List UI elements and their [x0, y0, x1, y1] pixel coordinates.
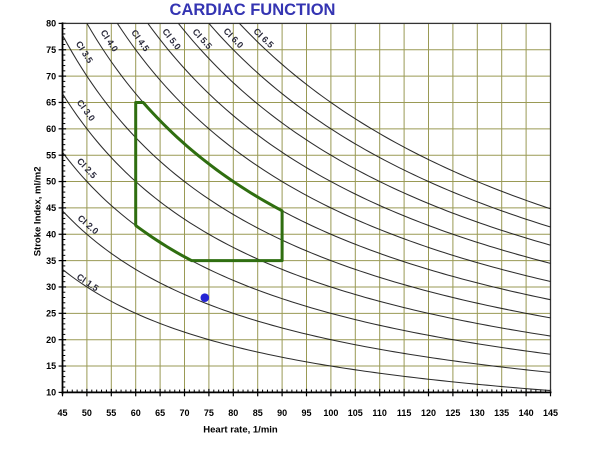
svg-text:80: 80	[46, 19, 56, 29]
svg-text:45: 45	[57, 408, 67, 418]
svg-text:90: 90	[277, 408, 287, 418]
svg-text:20: 20	[46, 335, 56, 345]
svg-text:70: 70	[179, 408, 189, 418]
svg-text:130: 130	[470, 408, 485, 418]
svg-text:75: 75	[46, 45, 56, 55]
svg-text:95: 95	[301, 408, 311, 418]
svg-text:75: 75	[204, 408, 214, 418]
svg-text:30: 30	[46, 282, 56, 292]
svg-text:55: 55	[106, 408, 116, 418]
svg-text:85: 85	[253, 408, 263, 418]
svg-text:50: 50	[46, 177, 56, 187]
svg-text:120: 120	[421, 408, 436, 418]
svg-text:70: 70	[46, 71, 56, 81]
svg-text:55: 55	[46, 150, 56, 160]
svg-text:115: 115	[397, 408, 412, 418]
svg-text:Heart rate, 1/min: Heart rate, 1/min	[203, 424, 278, 435]
svg-text:65: 65	[155, 408, 165, 418]
svg-text:145: 145	[543, 408, 558, 418]
svg-text:140: 140	[519, 408, 534, 418]
svg-text:60: 60	[131, 408, 141, 418]
svg-text:50: 50	[82, 408, 92, 418]
svg-text:60: 60	[46, 124, 56, 134]
svg-text:40: 40	[46, 229, 56, 239]
svg-text:125: 125	[445, 408, 460, 418]
svg-text:100: 100	[323, 408, 338, 418]
svg-text:80: 80	[228, 408, 238, 418]
svg-text:35: 35	[46, 256, 56, 266]
svg-text:105: 105	[348, 408, 363, 418]
svg-text:15: 15	[46, 361, 56, 371]
svg-text:CARDIAC FUNCTION: CARDIAC FUNCTION	[170, 1, 336, 19]
svg-text:25: 25	[46, 309, 56, 319]
svg-text:Stroke Index, ml/m2: Stroke Index, ml/m2	[33, 167, 44, 257]
svg-text:45: 45	[46, 203, 56, 213]
svg-text:10: 10	[46, 388, 56, 398]
svg-text:110: 110	[372, 408, 387, 418]
svg-text:65: 65	[46, 98, 56, 108]
svg-text:135: 135	[494, 408, 509, 418]
